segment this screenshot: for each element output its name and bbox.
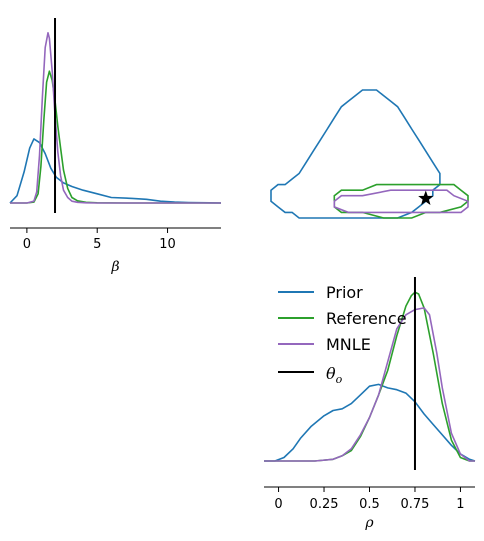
legend-label-prior: Prior — [326, 283, 363, 302]
rho-marginal-panel: 0 0.25 0.5 0.75 1 ρ — [264, 277, 476, 531]
beta-tick-label: 5 — [93, 237, 101, 252]
beta-series-reference — [10, 70, 221, 204]
rho-tick-label: 0.75 — [400, 497, 429, 512]
rho-tick-label: 1 — [456, 497, 464, 512]
legend-label-mnle: MNLE — [326, 335, 371, 354]
beta-series-prior — [9, 138, 222, 204]
legend-label-theta: θo — [326, 364, 343, 386]
joint-contour-mnle — [333, 189, 469, 214]
rho-x-ticks: 0 0.25 0.5 0.75 1 — [274, 487, 465, 512]
rho-series-prior — [264, 383, 476, 462]
true-parameter-star-icon — [418, 190, 434, 205]
rho-series-mnle — [264, 307, 475, 462]
joint-contours — [270, 89, 469, 219]
beta-x-axis-label: β — [110, 259, 119, 275]
joint-contour-prior — [270, 89, 441, 219]
rho-tick-label: 0 — [274, 497, 282, 512]
legend-label-reference: Reference — [326, 309, 407, 328]
beta-marginal-panel: 0 5 10 β — [9, 18, 222, 275]
beta-density-curves — [9, 31, 222, 204]
rho-tick-label: 0.25 — [310, 497, 339, 512]
beta-tick-label: 10 — [159, 237, 176, 252]
beta-series-mnle — [10, 31, 221, 204]
beta-x-ticks: 0 5 10 — [23, 228, 176, 252]
beta-tick-label: 0 — [23, 237, 31, 252]
legend: Prior Reference MNLE θo — [278, 283, 407, 386]
rho-tick-label: 0.5 — [359, 497, 380, 512]
legend-label-theta-subscript: o — [336, 373, 343, 386]
rho-density-curves — [264, 291, 476, 462]
rho-x-axis-label: ρ — [364, 515, 374, 531]
joint-contour-panel — [270, 89, 469, 219]
